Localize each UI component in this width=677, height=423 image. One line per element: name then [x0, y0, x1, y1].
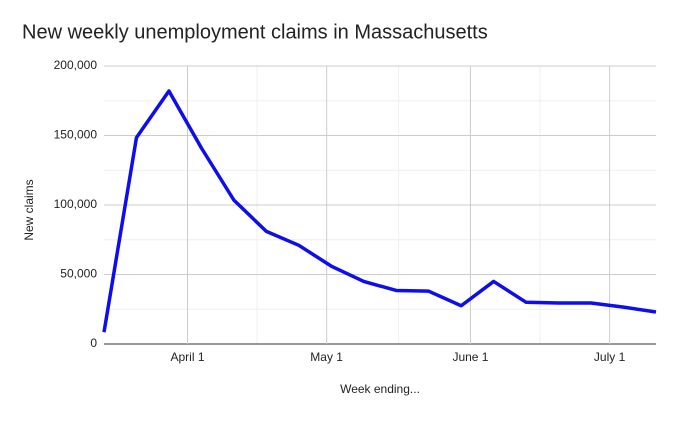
chart-title: New weekly unemployment claims in Massac…	[22, 21, 488, 43]
x-tick-label: April 1	[170, 350, 204, 364]
y-tick-label: 50,000	[60, 267, 97, 281]
x-axis-label: Week ending...	[340, 382, 420, 396]
y-tick-label: 100,000	[54, 197, 98, 211]
y-tick-label: 200,000	[54, 58, 98, 72]
x-tick-label: May 1	[310, 350, 343, 364]
y-tick-label: 0	[90, 336, 97, 350]
data-line	[102, 89, 657, 333]
x-tick-label: June 1	[452, 350, 488, 364]
y-axis-label: New claims	[22, 179, 36, 240]
y-tick-label: 150,000	[54, 128, 98, 142]
x-tick-label: July 1	[594, 350, 626, 364]
